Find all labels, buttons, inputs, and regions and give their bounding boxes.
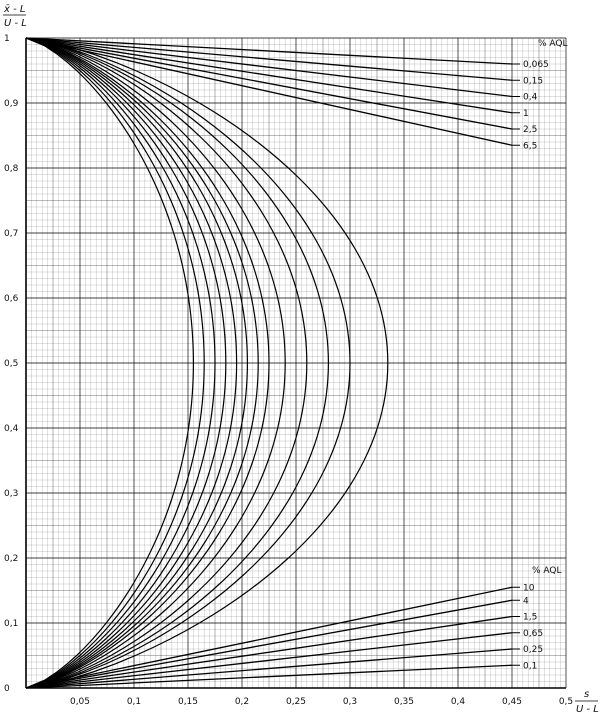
legend-lower-title: % AQL [532, 566, 562, 576]
aql-line [25, 37, 513, 81]
aql-line [25, 37, 513, 114]
aql-line [25, 632, 513, 689]
y-tick-label: 0,6 [4, 294, 19, 304]
y-axis-label-numerator: x̄ - L [3, 4, 25, 15]
aql-line [25, 615, 513, 689]
y-tick-label: 0,9 [4, 99, 19, 109]
legend-label: 1,5 [523, 613, 537, 623]
acceptance-curve [25, 37, 249, 689]
legend-label: 0,15 [523, 76, 543, 86]
y-tick-label: 0,8 [4, 164, 19, 174]
aql-line [25, 586, 513, 689]
x-tick-label: 0,5 [559, 697, 573, 707]
acceptance-curve [25, 37, 259, 689]
labels: x̄ - L U - L s U - L % AQL % AQL [3, 4, 599, 715]
y-tick-label: 0,4 [4, 424, 19, 434]
y-tick-label: 0 [4, 684, 10, 694]
acceptance-curve [25, 37, 286, 689]
legend-label: 1 [523, 109, 529, 119]
acceptance-curve [25, 37, 238, 689]
acceptance-curves [25, 37, 389, 689]
x-tick-label: 0,15 [178, 697, 198, 707]
aql-line [25, 599, 513, 689]
aql-line [25, 37, 513, 130]
acceptance-curve [25, 37, 227, 689]
legend-label: 0,65 [523, 629, 543, 639]
aql-line [25, 37, 513, 98]
x-axis-label-numerator: s [584, 689, 589, 700]
aql-lines [25, 37, 513, 689]
legend-label: 6,5 [523, 141, 537, 151]
aql-line [25, 648, 513, 689]
legend-label: 0,4 [523, 93, 538, 103]
axes [25, 38, 566, 689]
y-tick-label: 1 [4, 34, 10, 44]
grid [25, 37, 567, 689]
aql-line [25, 37, 513, 65]
x-tick-label: 0,3 [343, 697, 357, 707]
y-tick-label: 0,3 [4, 489, 18, 499]
x-tick-label: 0,2 [235, 697, 249, 707]
x-axis-label-denominator: U - L [576, 704, 599, 715]
legend-label: 0,065 [523, 60, 549, 70]
tick-labels: 0,05 0,1 0,15 0,2 0,25 0,3 0,35 0,4 0,45 0,500,10… [4, 34, 573, 707]
legend-label: 0,25 [523, 645, 543, 655]
acceptance-curve [25, 37, 195, 689]
acceptance-curve [25, 37, 216, 689]
x-tick-label: 0,1 [127, 697, 141, 707]
legend-entries: 0,065 0,15 0,4 1 2,5 6,5 10 4 1,5 0,65 0,25 0,1 [512, 60, 549, 671]
acceptance-curve [25, 37, 308, 689]
legend-label: 0,1 [523, 661, 537, 671]
aql-line [25, 664, 513, 689]
x-tick-label: 0,4 [451, 697, 466, 707]
y-tick-label: 0,5 [4, 359, 18, 369]
acceptance-curve [25, 37, 389, 689]
acceptance-curve [25, 37, 351, 689]
legend-label: 2,5 [523, 125, 537, 135]
x-tick-label: 0,05 [70, 697, 90, 707]
x-tick-label: 0,45 [502, 697, 522, 707]
x-tick-label: 0,35 [394, 697, 414, 707]
y-tick-label: 0,1 [4, 619, 18, 629]
legend-upper-title: % AQL [538, 39, 568, 49]
aql-line [25, 37, 513, 146]
acceptance-curve [25, 37, 330, 689]
legend-label: 10 [523, 583, 535, 593]
y-tick-label: 0,7 [4, 229, 18, 239]
acceptance-curve [25, 37, 270, 689]
x-tick-label: 0,25 [286, 697, 306, 707]
y-tick-label: 0,2 [4, 554, 18, 564]
legend-label: 4 [523, 596, 529, 606]
acceptance-curve [25, 37, 205, 689]
y-axis-label-denominator: U - L [4, 18, 27, 29]
